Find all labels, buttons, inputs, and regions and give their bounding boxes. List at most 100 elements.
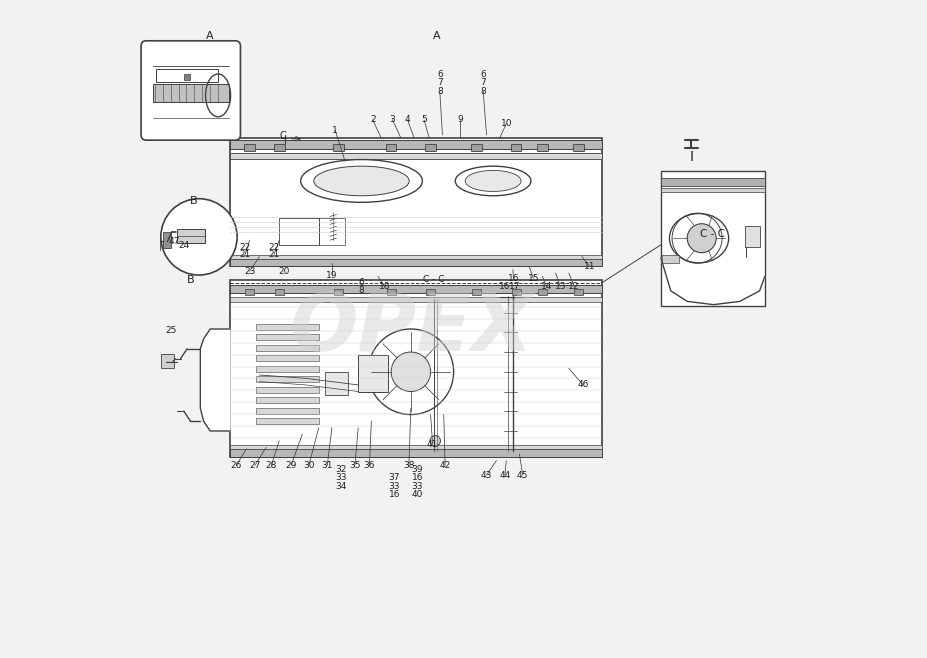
Bar (230, 280, 602, 457)
Bar (661, 178, 765, 186)
Text: I: I (689, 149, 693, 164)
Ellipse shape (314, 166, 409, 196)
Text: 40: 40 (412, 490, 423, 499)
Circle shape (368, 329, 453, 415)
Text: 17: 17 (509, 282, 521, 291)
Bar (538, 289, 547, 295)
Text: 12: 12 (568, 282, 579, 291)
Polygon shape (200, 329, 230, 431)
Bar (256, 334, 319, 340)
Text: 47: 47 (169, 237, 180, 246)
Bar (334, 289, 343, 295)
Bar (230, 285, 602, 293)
Bar (156, 69, 218, 82)
Bar (230, 449, 602, 457)
Bar (745, 226, 759, 247)
Text: 29: 29 (286, 461, 297, 470)
Bar (333, 144, 344, 151)
Bar (256, 345, 319, 351)
Text: 38: 38 (403, 461, 414, 470)
Text: 25: 25 (165, 326, 176, 335)
Ellipse shape (455, 166, 531, 196)
Text: A: A (433, 31, 441, 41)
Text: OPEX: OPEX (288, 290, 533, 368)
Bar (426, 289, 435, 295)
Text: 21: 21 (268, 250, 280, 259)
Text: 16: 16 (412, 473, 424, 482)
Text: 22: 22 (269, 243, 280, 252)
Bar (472, 144, 482, 151)
Text: 3: 3 (389, 115, 395, 124)
Text: 8: 8 (359, 286, 364, 295)
Bar (256, 397, 319, 403)
Bar (256, 408, 319, 414)
Text: 23: 23 (244, 266, 255, 276)
Text: 33: 33 (336, 473, 347, 482)
Bar (230, 255, 602, 259)
Bar (230, 297, 602, 302)
Text: 37: 37 (388, 473, 400, 482)
Bar (230, 140, 602, 149)
Text: 10: 10 (501, 119, 512, 128)
Text: A: A (207, 31, 214, 41)
Bar (661, 171, 765, 306)
Text: 11: 11 (584, 262, 595, 271)
Bar (358, 355, 387, 392)
Text: 21: 21 (239, 250, 250, 259)
Text: 45: 45 (517, 470, 528, 480)
Bar (574, 289, 583, 295)
Text: C - C: C - C (700, 228, 725, 239)
Ellipse shape (300, 160, 423, 203)
Bar (230, 259, 602, 266)
Text: C: C (280, 131, 286, 141)
Bar (177, 229, 205, 243)
Text: 39: 39 (412, 465, 424, 474)
Bar (537, 144, 548, 151)
Bar (274, 144, 285, 151)
Text: 16: 16 (388, 490, 400, 499)
Text: 26: 26 (231, 461, 242, 470)
Text: 42: 42 (439, 461, 451, 470)
Text: 7: 7 (480, 78, 486, 88)
Bar (662, 255, 679, 263)
Ellipse shape (465, 170, 521, 191)
Text: B: B (190, 195, 197, 206)
Bar (256, 418, 319, 424)
Text: 30: 30 (303, 461, 314, 470)
Ellipse shape (669, 213, 729, 263)
Text: 4: 4 (405, 115, 411, 124)
Bar (163, 232, 171, 248)
Bar (153, 84, 229, 102)
Text: 22: 22 (239, 243, 250, 252)
Text: 27: 27 (249, 461, 260, 470)
Bar (472, 289, 481, 295)
Text: 7: 7 (437, 78, 443, 88)
Text: 1: 1 (332, 126, 338, 135)
Bar (386, 144, 397, 151)
Bar (230, 153, 602, 159)
Bar (160, 354, 174, 368)
Bar (256, 324, 319, 330)
Text: B: B (186, 274, 195, 285)
Text: 8: 8 (437, 87, 443, 96)
Bar (574, 144, 584, 151)
Text: 46: 46 (578, 380, 589, 390)
Text: 8: 8 (480, 87, 486, 96)
Bar (245, 289, 254, 295)
Text: 35: 35 (349, 461, 361, 470)
Circle shape (391, 352, 431, 392)
Bar (511, 144, 521, 151)
Text: 31: 31 (322, 461, 333, 470)
Text: 16: 16 (508, 274, 519, 283)
Text: 43: 43 (481, 470, 492, 480)
Text: 15: 15 (527, 274, 539, 283)
Text: 13: 13 (554, 282, 566, 291)
Text: 6: 6 (480, 70, 486, 79)
Text: 44: 44 (500, 470, 511, 480)
Bar (279, 218, 319, 245)
Bar (387, 289, 396, 295)
Bar (230, 445, 602, 449)
Text: 32: 32 (336, 465, 347, 474)
Text: 20: 20 (278, 266, 289, 276)
Bar (256, 376, 319, 382)
